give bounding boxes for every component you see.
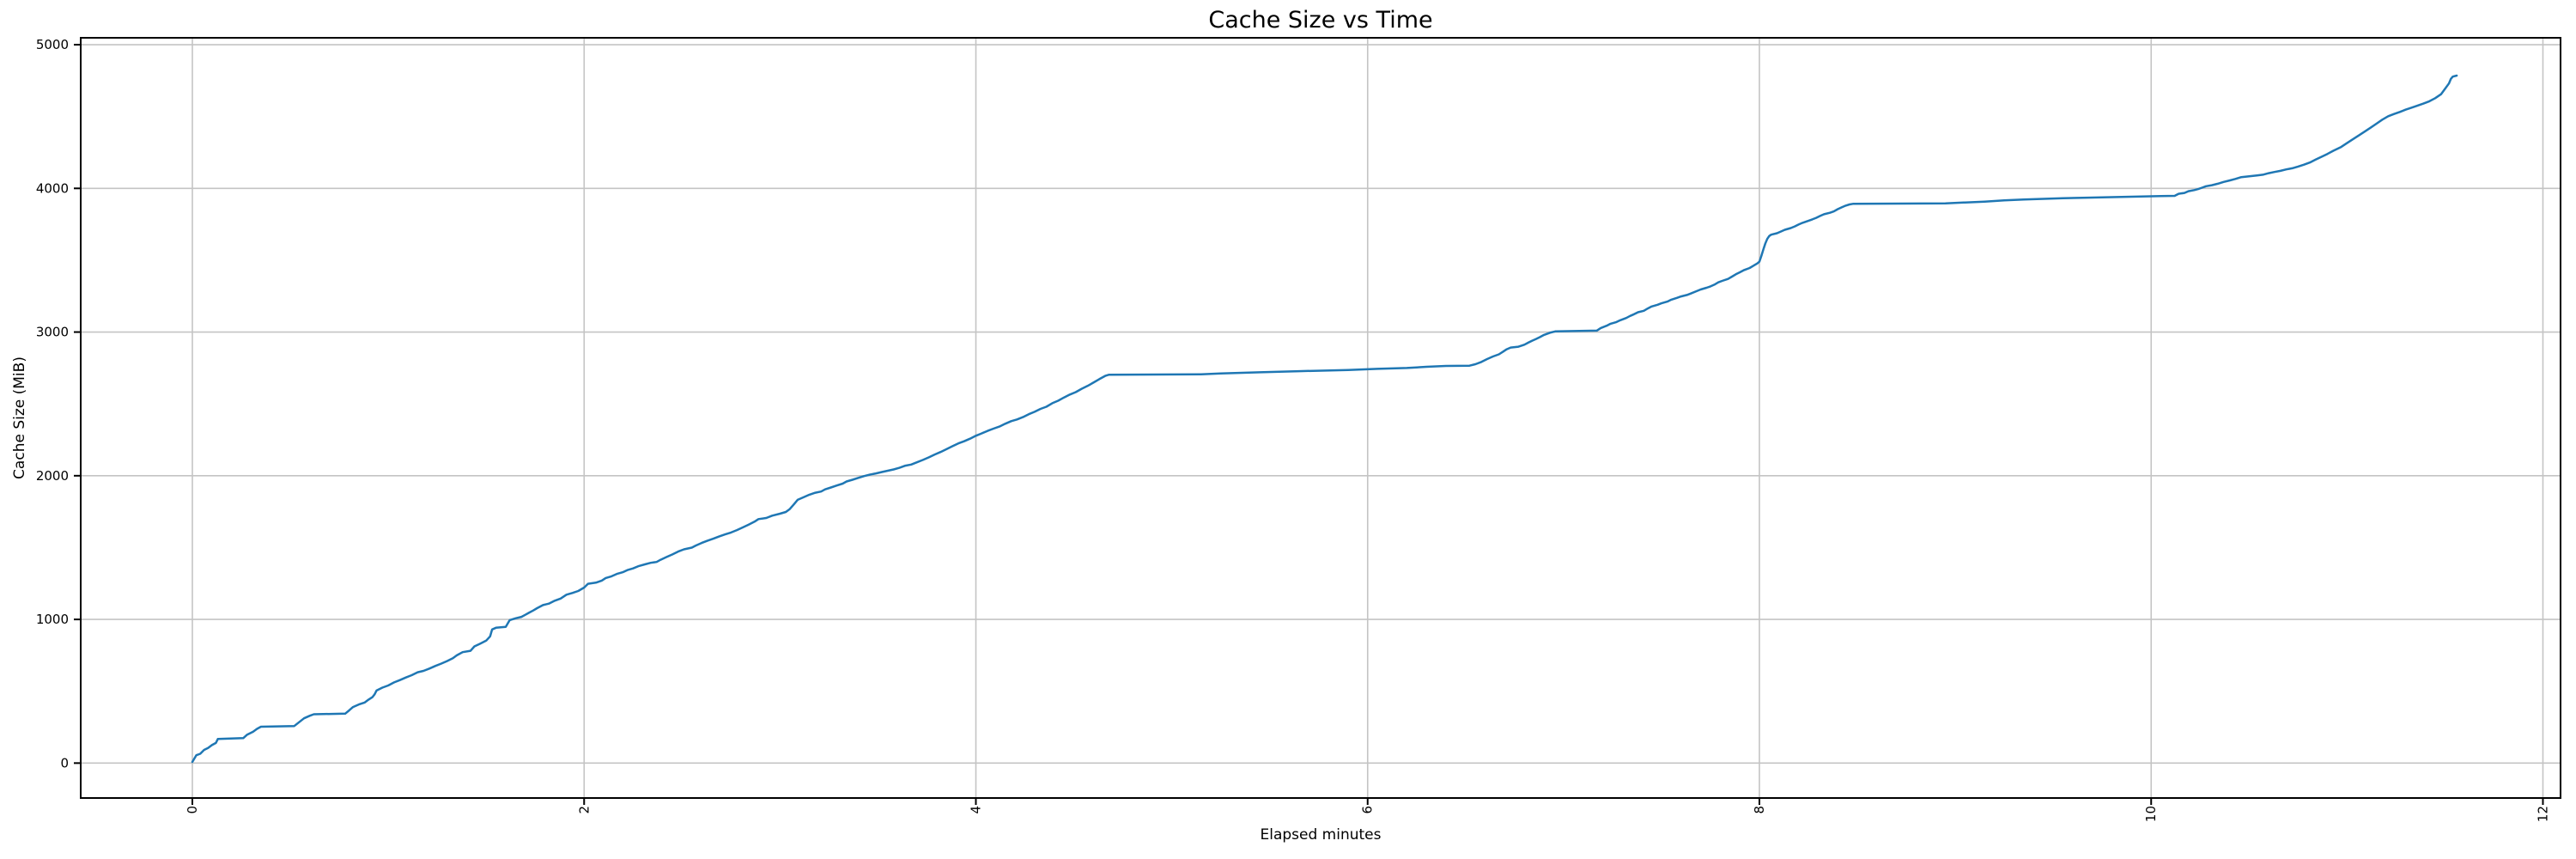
y-tick-label: 3000 (36, 325, 69, 340)
data-line-cache-size (191, 74, 2458, 764)
x-tick-label: 0 (185, 806, 200, 814)
x-tick-label: 12 (2535, 806, 2550, 822)
x-tick-label: 4 (969, 806, 984, 814)
tick-label-layer: 0 2 4 6 8 10 12 0 1000 2000 3000 4000 5000 (36, 37, 2551, 822)
x-tick-label: 10 (2143, 806, 2159, 822)
y-tick-label: 0 (60, 755, 69, 771)
x-axis-label: Elapsed minutes (1261, 826, 1382, 844)
y-axis-label: Cache Size (MiB) (11, 356, 28, 479)
x-tick-label: 8 (1752, 806, 1767, 814)
plot-border (80, 37, 2561, 799)
y-tick-label: 5000 (36, 37, 69, 52)
axes-layer (74, 37, 2561, 805)
y-tick-label: 1000 (36, 612, 69, 627)
y-tick-label: 2000 (36, 468, 69, 484)
grid-layer (81, 38, 2561, 798)
y-tick-label: 4000 (36, 180, 69, 196)
chart-title: Cache Size vs Time (1208, 7, 1432, 34)
x-tick-label: 2 (576, 806, 592, 814)
x-tick-label: 6 (1360, 806, 1376, 814)
data-layer (191, 74, 2458, 764)
